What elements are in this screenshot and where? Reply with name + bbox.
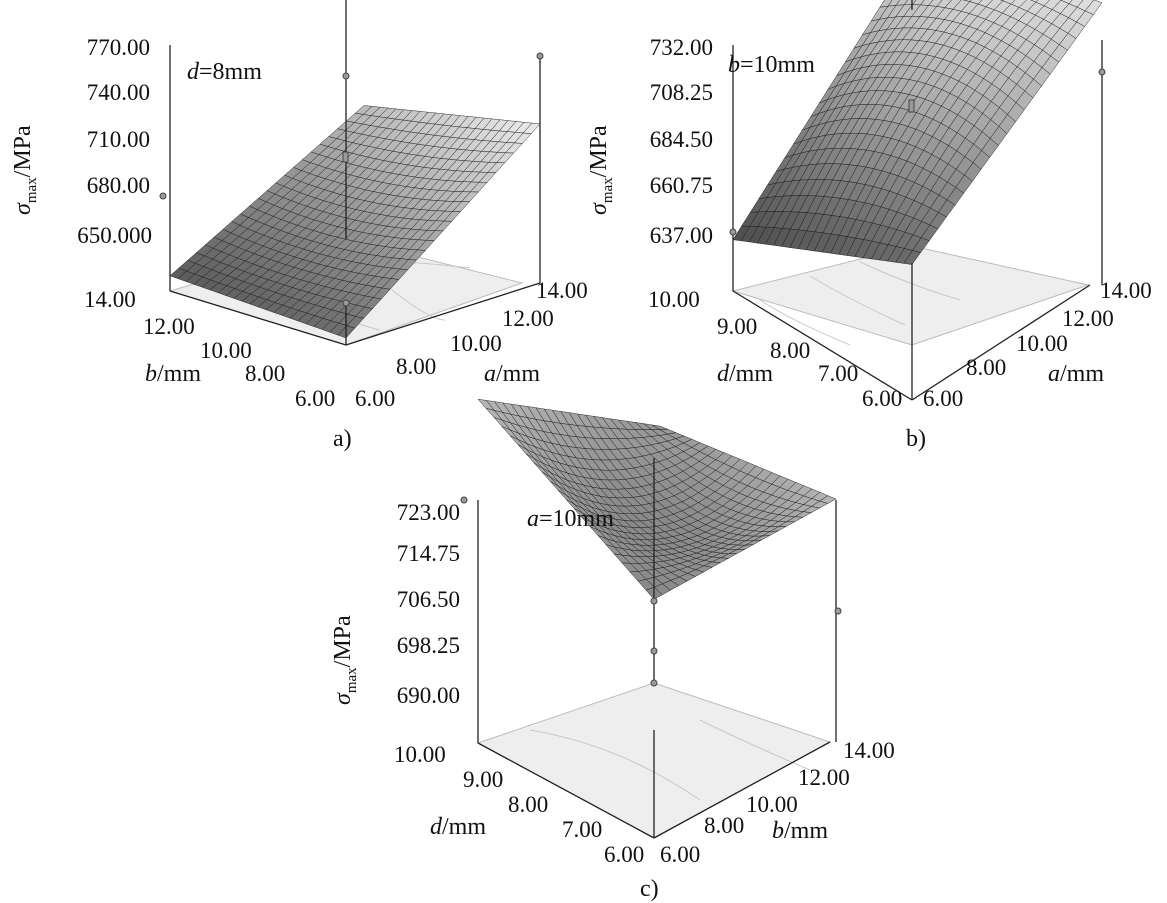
surface-cell [903, 250, 921, 265]
panel-a: 770.00 740.00 710.00 680.00 650.000 σmax… [10, 0, 588, 452]
panel-c-z-axis-title: σmax/MPa [330, 615, 360, 705]
panel-c-left-floor-edge [477, 742, 655, 839]
panel-b-surface [732, 0, 1103, 265]
panel-a-y-tick: 12.00 [143, 314, 195, 339]
panel-a-design-point [536, 52, 544, 60]
panel-c-y-tick: 8.00 [508, 792, 548, 817]
panel-a-x-tick: 12.00 [502, 306, 554, 331]
panel-b-floor-contour [759, 299, 851, 346]
panel-a-z-tick: 710.00 [87, 127, 150, 152]
panel-a-z-tick: 680.00 [87, 173, 150, 198]
panel-c-surface [477, 398, 837, 600]
panel-c-right-floor-edge [653, 741, 831, 839]
panel-a-x-tick: 14.00 [536, 278, 588, 303]
panel-b-z-tick: 684.50 [650, 127, 713, 152]
panel-b-y-axis-title: d/mm [717, 361, 773, 387]
panel-b-design-point [1098, 68, 1106, 76]
panel-b-y-tick: 7.00 [818, 361, 858, 386]
panel-b-x-tick: 8.00 [966, 355, 1006, 380]
panel-c-z-tick: 714.75 [397, 541, 460, 566]
panel-b-x-tick: 12.00 [1062, 306, 1114, 331]
panel-b-y-tick: 10.00 [648, 287, 700, 312]
panel-b-right-floor-edge [911, 284, 1091, 401]
panel-b-z-tick: 708.25 [650, 80, 713, 105]
panel-c-z-tick: 690.00 [397, 683, 460, 708]
panel-b-floor-contour [859, 261, 961, 301]
panel-a-x-tick: 6.00 [355, 386, 395, 411]
panel-a-design-point [159, 192, 167, 200]
panel-c-design-point [650, 679, 658, 687]
panel-a-x-tick: 10.00 [450, 331, 502, 356]
panel-b-z-tick: 660.75 [650, 173, 713, 198]
panel-b-x-tick: 10.00 [1016, 331, 1068, 356]
panel-a-z-axis-title: σmax/MPa [10, 125, 40, 215]
panel-b-left-floor-edge [732, 290, 913, 401]
panel-c-floor-contour [699, 719, 811, 771]
panel-b-floor [731, 245, 1090, 346]
panel-c-y-tick: 10.00 [394, 742, 446, 767]
panel-c-y-axis-title: d/mm [430, 814, 486, 840]
panel-b-y-tick: 8.00 [770, 338, 810, 363]
panel-a-surface [169, 105, 541, 339]
panel-c-x-tick: 12.00 [798, 765, 850, 790]
panel-c-design-point [650, 597, 658, 605]
panel-a-right-floor-edge [345, 282, 541, 346]
panel-b-condition: b=10mm [728, 52, 815, 78]
panel-c-y-tick: 9.00 [463, 767, 503, 792]
panel-c: 723.00 714.75 706.50 698.25 690.00 σmax/… [330, 398, 895, 902]
panel-a-z-tick: 770.00 [87, 35, 150, 60]
panel-b-y-tick: 9.00 [717, 314, 757, 339]
panel-b-z-axis-title: σmax/MPa [586, 125, 616, 215]
panel-a-y-axis-title: b/mm [145, 361, 201, 387]
panel-c-design-point [834, 607, 842, 615]
panel-a-design-point [342, 299, 350, 307]
panel-b-z-tick: 732.00 [650, 35, 713, 60]
panel-c-floor-contour [529, 729, 701, 801]
panel-c-z-tick: 698.25 [397, 633, 460, 658]
panel-a-y-tick: 8.00 [245, 361, 285, 386]
panel-a-y-tick: 14.00 [84, 287, 136, 312]
panel-b-x-axis-title: a/mm [1048, 361, 1104, 387]
panel-b-x-tick: 6.00 [923, 386, 963, 411]
panel-a-y-tick: 10.00 [200, 338, 252, 363]
panel-b-floor-contour [809, 275, 906, 326]
panel-c-caption: c) [640, 876, 659, 902]
panel-a-x-axis-title: a/mm [484, 361, 540, 387]
panel-c-design-point [650, 647, 658, 655]
panel-b-z-tick: 637.00 [650, 223, 713, 248]
panel-c-x-tick: 8.00 [704, 813, 744, 838]
panel-a-left-floor-edge [169, 290, 347, 346]
panel-a-y-tick: 6.00 [295, 386, 335, 411]
panel-c-y-tick: 7.00 [562, 817, 602, 842]
panel-b-x-tick: 14.00 [1100, 278, 1152, 303]
panel-c-design-point [460, 496, 468, 504]
panel-a-caption: a) [333, 426, 352, 452]
panel-a-design-point [342, 72, 350, 80]
panel-c-condition: a=10mm [527, 506, 614, 532]
panel-b-y-tick: 6.00 [862, 386, 902, 411]
panel-c-z-tick: 706.50 [397, 587, 460, 612]
panel-a-z-tick: 650.000 [77, 223, 152, 248]
panel-a-z-tick: 740.00 [87, 80, 150, 105]
panel-c-x-tick: 14.00 [843, 738, 895, 763]
panel-a-x-tick: 8.00 [396, 354, 436, 379]
panel-b: 732.00 708.25 684.50 660.75 637.00 σmax/… [586, 0, 1152, 452]
panel-c-x-axis-title: b/mm [772, 818, 828, 844]
panel-c-x-tick: 10.00 [746, 792, 798, 817]
panel-c-x-tick: 6.00 [660, 842, 700, 867]
panel-c-y-tick: 6.00 [604, 842, 644, 867]
panel-a-condition: d=8mm [187, 59, 262, 85]
panel-a-floor-contour [391, 289, 446, 321]
panel-b-design-point [729, 228, 737, 236]
panel-a-center-point [342, 151, 349, 163]
panel-c-z-tick: 723.00 [397, 500, 460, 525]
panel-b-caption: b) [906, 426, 926, 452]
panel-b-center-point [908, 99, 915, 113]
